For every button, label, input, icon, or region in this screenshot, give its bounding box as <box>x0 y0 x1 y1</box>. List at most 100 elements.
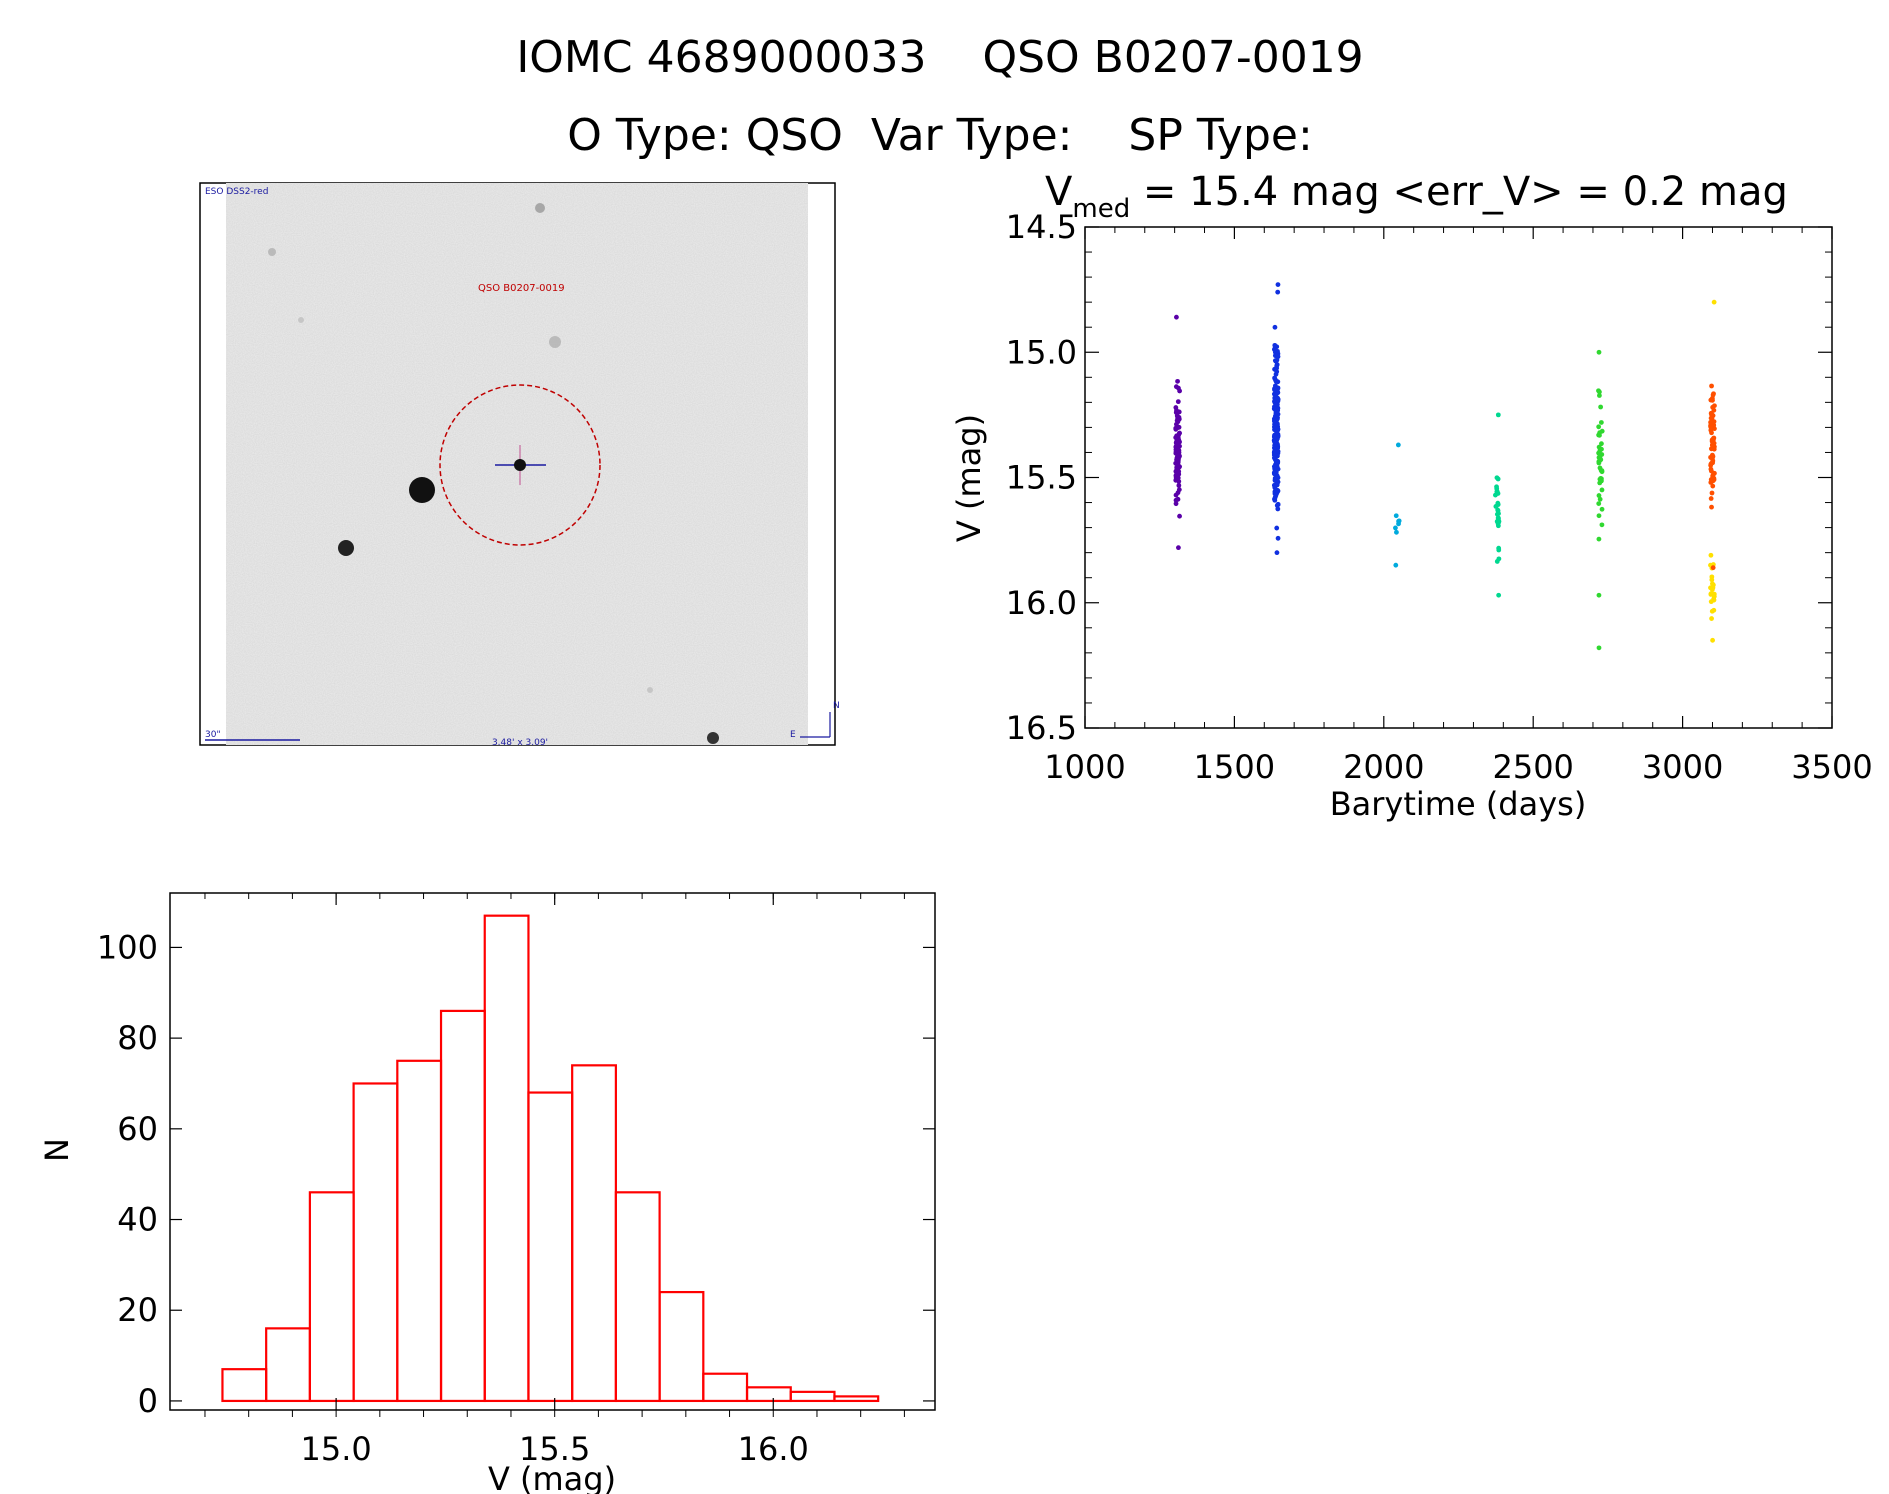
lc-x-tick-label: 3000 <box>1642 748 1723 786</box>
lc-data-point <box>1271 470 1277 476</box>
hist-y-tick-label: 0 <box>138 1382 158 1420</box>
lc-data-point <box>1177 443 1182 449</box>
lc-data-point <box>1711 407 1717 413</box>
lc-data-point <box>1710 565 1716 571</box>
lc-data-point <box>1175 417 1181 422</box>
lc-data-point <box>1274 402 1280 408</box>
lc-data-point <box>1496 556 1502 562</box>
lc-data-point <box>1275 289 1281 295</box>
histogram-chart: 15.0 15.5 16.0 0 20 40 60 80 100 V (mag) N <box>38 892 936 1494</box>
lc-data-point <box>1598 404 1604 410</box>
lc-data-point <box>1708 424 1714 430</box>
lc-data-point <box>1173 435 1179 440</box>
histogram-bar <box>833 1395 880 1403</box>
lc-data-point <box>1275 466 1280 472</box>
lc-data-point <box>1708 419 1713 425</box>
histogram-bar <box>221 1368 268 1403</box>
lc-data-point <box>1494 484 1499 490</box>
lc-data-point <box>1173 443 1179 449</box>
bright-star <box>409 477 435 503</box>
lc-data-point <box>1173 405 1179 410</box>
lc-data-point <box>1710 637 1715 643</box>
lc-data-point <box>1274 503 1280 508</box>
lc-x-tick-label: 1000 <box>1044 748 1125 786</box>
lc-data-point <box>1709 412 1715 418</box>
light-curve-title: Vmed = 15.4 mag <err_V> = 0.2 mag <box>1045 169 1788 224</box>
lc-data-point <box>1274 416 1280 422</box>
lc-data-point <box>1174 472 1180 478</box>
lc-data-point <box>1396 521 1401 527</box>
histogram-bar <box>308 1191 355 1403</box>
lc-data-point <box>1271 482 1277 488</box>
lc-data-point <box>1496 520 1501 526</box>
lc-data-point <box>1708 397 1714 403</box>
field-star <box>647 687 653 693</box>
lc-data-point <box>1599 506 1605 512</box>
lc-data-point <box>1709 456 1715 462</box>
lc-data-point <box>1271 464 1277 469</box>
lc-data-point <box>1596 645 1602 651</box>
field-star <box>535 203 545 213</box>
lc-data-point <box>1710 581 1715 587</box>
lc-data-point <box>1496 592 1502 598</box>
object-type-line: O Type: QSO Var Type: SP Type: <box>567 110 1313 161</box>
lc-data-point <box>1174 314 1179 320</box>
lc-data-point <box>1393 525 1398 531</box>
lc-data-point <box>1596 349 1602 355</box>
lc-data-point <box>1597 452 1603 458</box>
lc-data-point <box>1393 562 1399 568</box>
lc-data-point <box>1599 428 1605 434</box>
survey-label: ESO DSS2-red <box>205 187 268 197</box>
bright-star <box>338 540 354 556</box>
lc-data-point <box>1596 592 1602 598</box>
lc-data-point <box>1495 491 1501 496</box>
lc-data-point <box>1597 456 1603 462</box>
target-label: QSO B0207-0019 <box>478 283 565 294</box>
lc-data-point <box>1599 487 1605 493</box>
lc-data-point <box>1175 490 1181 496</box>
histogram-bar <box>265 1327 311 1403</box>
histogram-bar <box>702 1372 749 1403</box>
lc-data-point <box>1597 393 1602 398</box>
lc-y-tick-label: 15.0 <box>1006 333 1077 371</box>
lc-data-point <box>1274 363 1280 369</box>
lc-data-point <box>1271 346 1277 352</box>
lc-y-tick-label: 15.5 <box>1006 459 1077 497</box>
histogram-bar <box>396 1059 443 1403</box>
lc-data-point <box>1597 432 1602 438</box>
lc-x-tick-label: 1500 <box>1194 748 1275 786</box>
histogram-bar <box>483 914 530 1403</box>
lc-data-point <box>1708 552 1714 558</box>
lc-data-point <box>1711 444 1717 450</box>
lc-data-point <box>1177 388 1182 394</box>
histogram-y-label: N <box>38 1138 76 1162</box>
lc-data-point <box>1275 389 1280 395</box>
compass-icon: N E <box>790 701 840 740</box>
lc-data-point <box>1596 513 1602 519</box>
lc-data-point <box>1272 448 1278 454</box>
lc-data-point <box>1274 525 1280 531</box>
lc-data-point <box>1599 468 1605 474</box>
lc-data-point <box>1712 403 1717 409</box>
lc-data-point <box>1274 550 1280 556</box>
histogram-bar <box>439 1009 486 1403</box>
lc-data-point <box>1275 535 1281 541</box>
compass-north-label: N <box>833 701 840 711</box>
lc-data-point <box>1271 434 1277 440</box>
lc-data-point <box>1174 439 1180 444</box>
lc-data-point <box>1709 616 1714 621</box>
lc-data-point <box>1176 483 1182 488</box>
lc-data-point <box>1596 388 1601 394</box>
light-curve-y-label: V (mag) <box>950 414 988 542</box>
field-star <box>268 248 276 256</box>
lc-x-tick-label: 2000 <box>1343 748 1424 786</box>
lc-data-point <box>1176 424 1182 430</box>
lc-data-point <box>1273 406 1279 411</box>
histogram-bar <box>789 1390 836 1403</box>
light-curve-ticks: 1000 1500 2000 2500 3000 3500 14.5 15.0 15.5 16.0… <box>1006 208 1873 786</box>
lc-data-point <box>1175 399 1181 405</box>
lc-data-point <box>1596 424 1602 430</box>
lc-data-point <box>1393 513 1399 519</box>
lc-x-tick-label: 3500 <box>1791 748 1872 786</box>
